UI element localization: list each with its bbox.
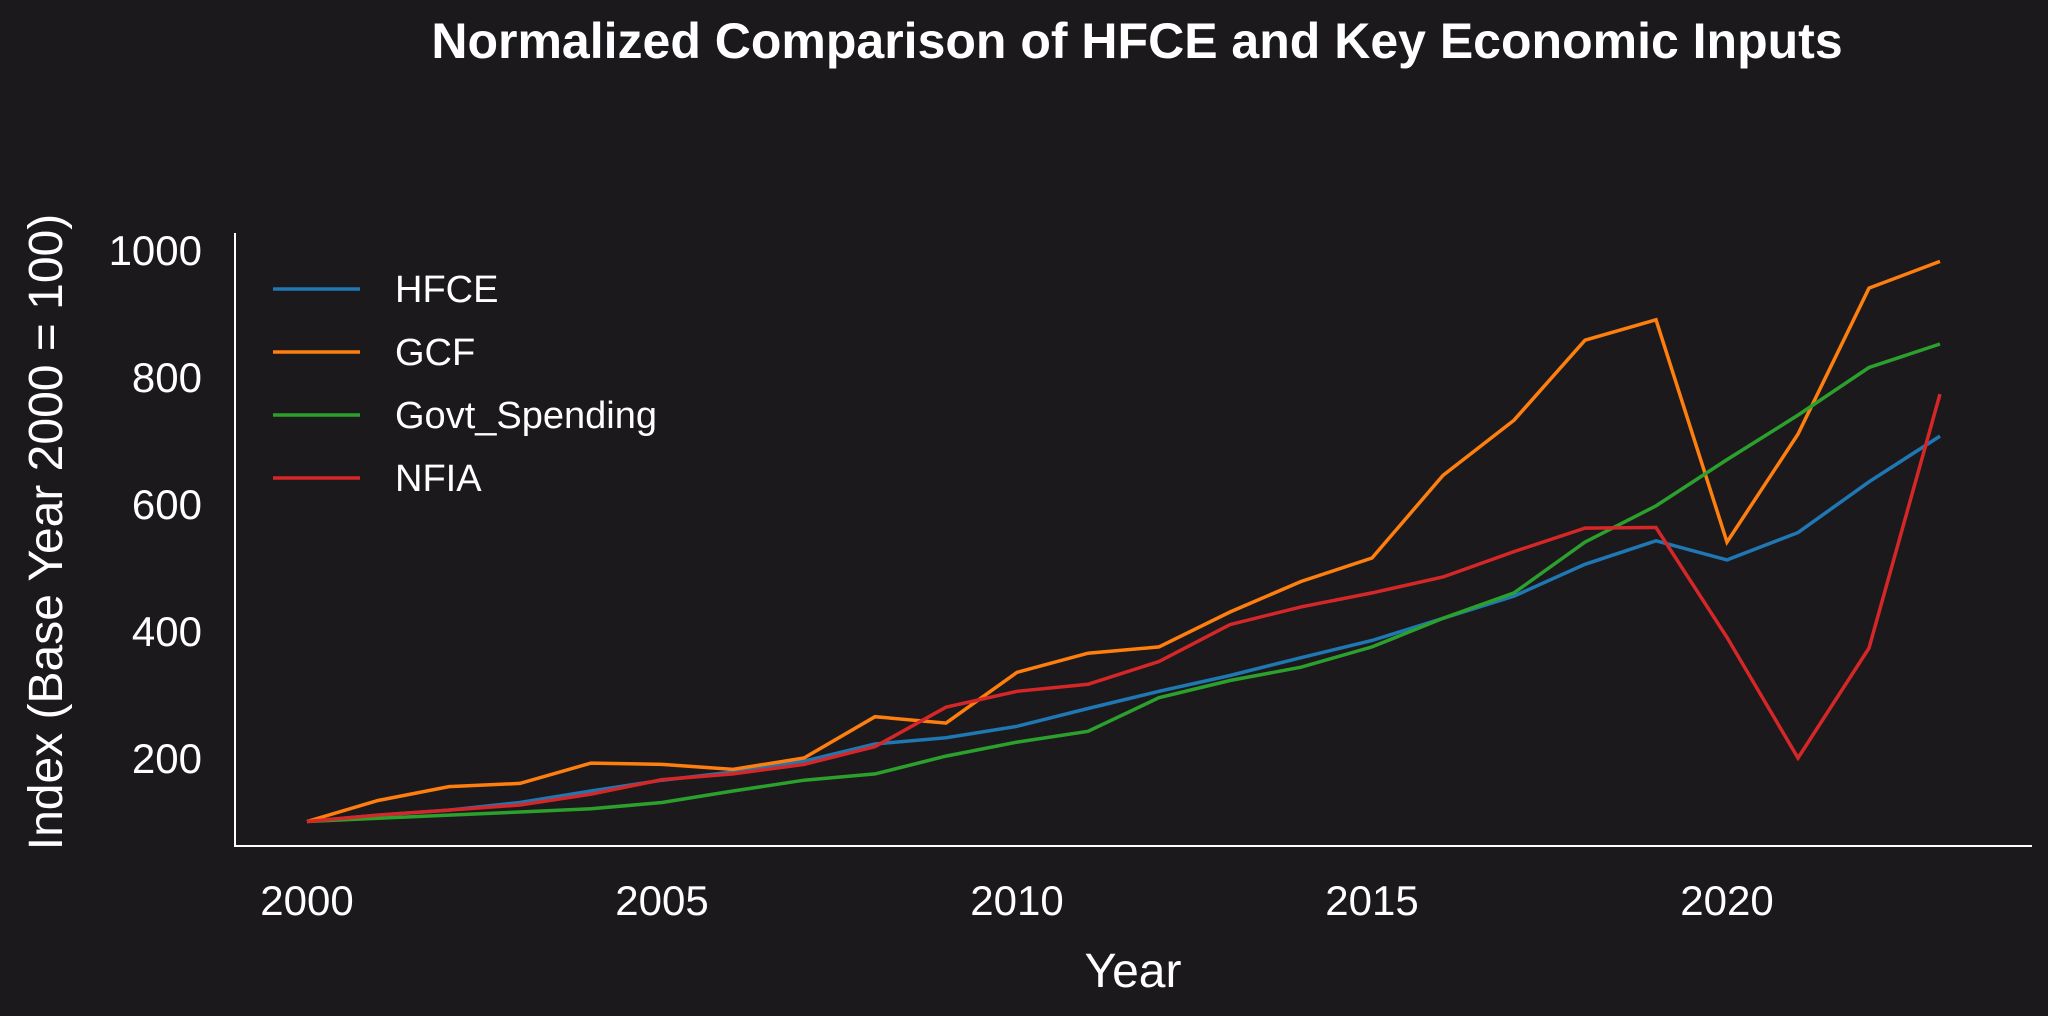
x-tick-labels: 2000 2005 2010 2015 2020: [260, 877, 1773, 924]
legend-item-govt-spending: Govt_Spending: [273, 395, 657, 437]
series-line-govt-spending: [306, 342, 1941, 824]
x-tick-label: 2020: [1680, 877, 1773, 924]
legend-item-gcf: GCF: [273, 332, 475, 374]
x-tick-label: 2015: [1325, 877, 1418, 924]
y-tick-label: 600: [132, 481, 202, 528]
series-line-gcf: [306, 259, 1941, 824]
x-tick-label: 2005: [615, 877, 708, 924]
chart-title: Normalized Comparison of HFCE and Key Ec…: [431, 13, 1842, 69]
axes: [234, 233, 2032, 847]
legend-label: NFIA: [395, 458, 482, 500]
x-tick-label: 2000: [260, 877, 353, 924]
y-tick-label: 200: [132, 735, 202, 782]
series-line-hfce: [306, 434, 1941, 824]
y-tick-label: 400: [132, 608, 202, 655]
x-tick-label: 2010: [970, 877, 1063, 924]
legend: HFCE GCF Govt_Spending NFIA: [273, 269, 657, 500]
series-line-nfia: [306, 393, 1942, 824]
x-axis-label: Year: [1085, 945, 1182, 998]
y-axis-label: Index (Base Year 2000 = 100): [20, 214, 73, 851]
y-tick-label: 800: [132, 354, 202, 401]
y-tick-label: 1000: [109, 227, 202, 274]
legend-item-nfia: NFIA: [273, 458, 482, 500]
legend-label: HFCE: [395, 269, 498, 311]
y-tick-labels: 200 400 600 800 1000: [109, 227, 202, 782]
series-lines: [306, 259, 1942, 824]
legend-label: Govt_Spending: [395, 395, 657, 437]
legend-item-hfce: HFCE: [273, 269, 498, 311]
legend-label: GCF: [395, 332, 475, 374]
